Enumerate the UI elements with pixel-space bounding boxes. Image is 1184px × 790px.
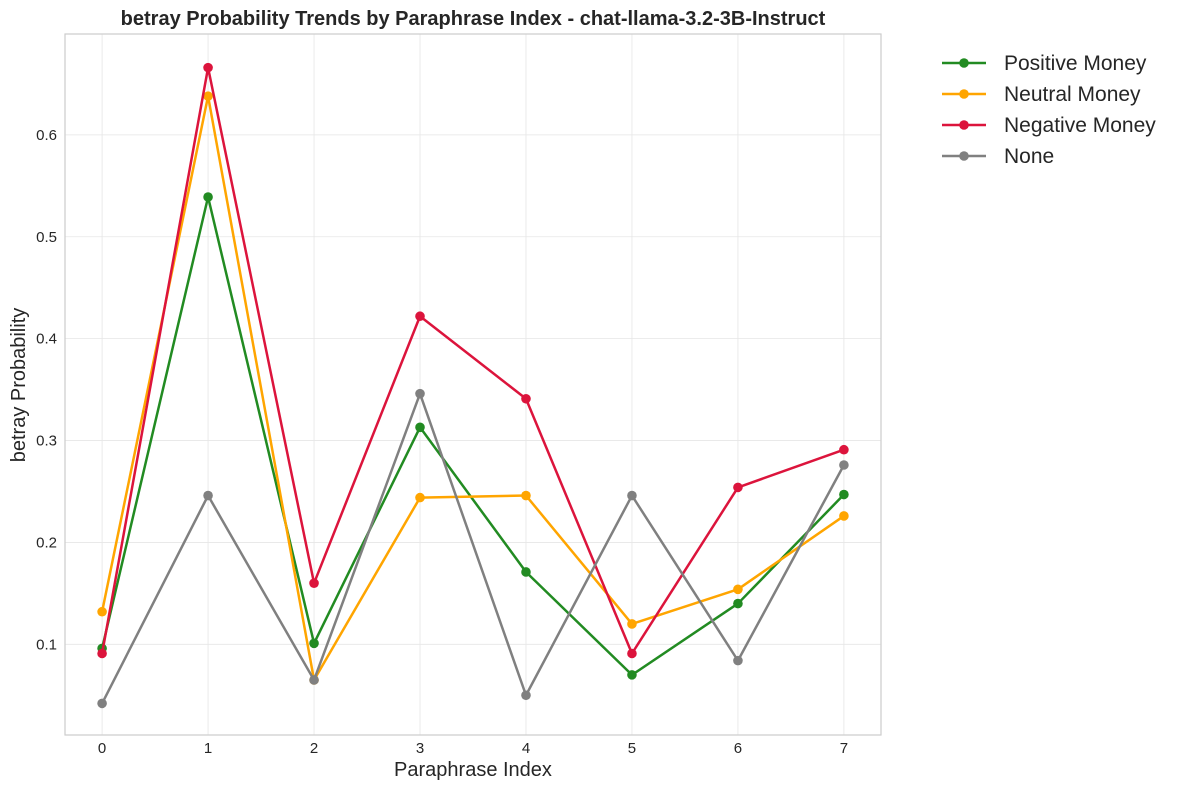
data-point-none [97, 698, 107, 709]
legend-label-negative-money: Negative Money [1004, 114, 1156, 137]
data-point-none [627, 490, 637, 501]
x-tick-label: 2 [310, 740, 318, 757]
data-point-negative-money [415, 311, 425, 322]
x-axis-ticks: 0 1 2 3 4 5 6 7 [98, 740, 848, 757]
chart-title: betray Probability Trends by Paraphrase … [121, 8, 826, 30]
data-point-none [203, 490, 213, 501]
data-point-neutral-money [627, 619, 637, 629]
data-point-negative-money [203, 62, 213, 73]
legend-marker-positive-money [959, 58, 969, 68]
data-point-none [733, 655, 743, 666]
legend-item-neutral-money: Neutral Money [942, 83, 1141, 106]
data-point-neutral-money [203, 91, 213, 101]
data-point-neutral-money [521, 490, 531, 501]
data-point-negative-money [733, 482, 743, 493]
series-line-none [100, 392, 846, 704]
x-tick-label: 6 [734, 740, 742, 757]
y-tick-label: 0.4 [36, 331, 57, 348]
y-axis-label: betray Probability [8, 308, 30, 463]
data-point-none [309, 675, 319, 685]
data-point-none [521, 690, 531, 701]
data-point-neutral-money [733, 584, 743, 595]
legend-label-neutral-money: Neutral Money [1004, 83, 1141, 106]
y-tick-label: 0.2 [36, 534, 57, 551]
y-tick-label: 0.3 [36, 433, 57, 450]
data-point-positive-money [627, 670, 637, 680]
x-tick-label: 1 [204, 740, 212, 757]
series-negative-money [97, 62, 849, 659]
x-tick-label: 5 [628, 740, 636, 757]
legend: Positive Money Neutral Money Negative Mone… [942, 52, 1156, 168]
legend-label-none: None [1004, 145, 1054, 168]
legend-item-positive-money: Positive Money [942, 52, 1147, 75]
data-point-negative-money [839, 444, 849, 455]
series-layer [97, 62, 849, 709]
data-point-neutral-money [839, 511, 849, 521]
data-point-negative-money [627, 648, 637, 659]
legend-marker-negative-money [959, 120, 969, 130]
data-point-negative-money [521, 393, 531, 404]
x-tick-label: 0 [98, 740, 106, 757]
series-positive-money [97, 192, 849, 680]
data-point-negative-money [97, 648, 107, 659]
data-point-positive-money [415, 422, 425, 433]
data-point-none [839, 460, 849, 470]
data-point-positive-money [839, 489, 849, 500]
y-axis-ticks: 0.1 0.2 0.3 0.4 0.5 0.6 [36, 127, 57, 653]
x-axis-label: Paraphrase Index [394, 759, 552, 781]
legend-marker-none [959, 151, 969, 161]
data-point-neutral-money [97, 606, 107, 617]
series-neutral-money [97, 91, 849, 685]
data-point-neutral-money [415, 492, 425, 503]
series-line-neutral-money [100, 94, 845, 682]
y-tick-label: 0.6 [36, 127, 57, 144]
legend-label-positive-money: Positive Money [1004, 52, 1147, 75]
data-point-positive-money [203, 192, 213, 202]
x-tick-label: 4 [522, 740, 530, 757]
series-line-positive-money [100, 195, 845, 677]
x-tick-label: 7 [840, 740, 848, 757]
series-none [97, 388, 849, 709]
legend-item-negative-money: Negative Money [942, 114, 1156, 137]
legend-marker-neutral-money [959, 89, 969, 99]
y-tick-label: 0.1 [36, 636, 57, 653]
x-tick-label: 3 [416, 740, 424, 757]
grid [65, 34, 881, 735]
plot-frame [64, 33, 882, 736]
data-point-negative-money [309, 578, 319, 588]
data-point-positive-money [521, 567, 531, 577]
data-point-positive-money [733, 598, 743, 609]
series-line-negative-money [100, 66, 845, 655]
data-point-positive-money [309, 638, 319, 649]
y-tick-label: 0.5 [36, 229, 57, 246]
legend-item-none: None [942, 145, 1054, 168]
data-point-none [415, 388, 425, 399]
